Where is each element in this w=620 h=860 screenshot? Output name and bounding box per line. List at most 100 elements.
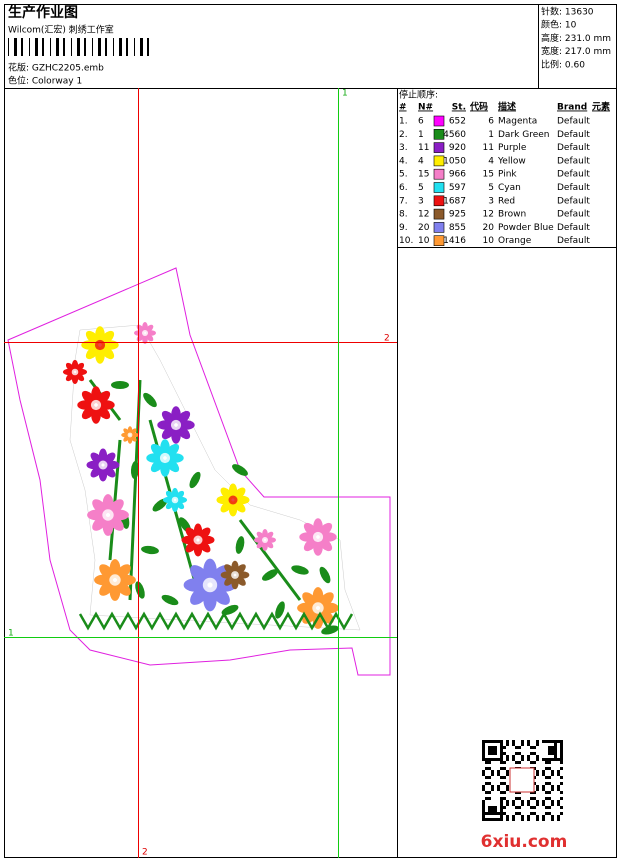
colorway: 色位: Colorway 1: [8, 75, 82, 87]
qr-cell: [494, 752, 497, 755]
color-swatch: [433, 182, 445, 193]
needle: 12: [418, 210, 429, 220]
qr-cell: [488, 761, 491, 764]
bar: [98, 38, 101, 56]
qr-cell: [548, 797, 551, 800]
petal: [100, 345, 115, 360]
leaf: [135, 581, 145, 599]
needle: 1: [418, 130, 424, 140]
qr-cell: [500, 749, 503, 752]
qr-cell: [494, 749, 497, 752]
qr-cell: [542, 785, 545, 788]
bar: [147, 38, 149, 56]
qr-cell: [491, 809, 494, 812]
qr-cell: [551, 746, 554, 749]
qr-cell: [557, 800, 560, 803]
qr-cell: [491, 749, 494, 752]
qr-cell: [560, 755, 563, 758]
qr-cell: [548, 749, 551, 752]
qr-cell: [551, 758, 554, 761]
description: Cyan: [498, 183, 521, 193]
qr-cell: [548, 752, 551, 755]
petal: [81, 405, 96, 420]
flower-center: [171, 496, 179, 504]
bar: [29, 38, 30, 56]
color-swatch: [433, 129, 445, 140]
leaf: [161, 594, 179, 606]
leaf: [319, 566, 331, 584]
leaf: [221, 604, 239, 616]
qr-cell: [488, 746, 491, 749]
petal: [256, 540, 265, 549]
petal: [318, 537, 333, 552]
petal: [90, 452, 103, 465]
qr-cell: [485, 797, 488, 800]
page-border: [4, 4, 617, 858]
qr-cell: [500, 782, 503, 785]
color-swatch: [433, 235, 445, 246]
qr-cell: [497, 773, 500, 776]
qr-cell: [545, 812, 548, 815]
qr-cell: [503, 776, 506, 779]
brand: Default: [557, 156, 590, 166]
qr-cell: [494, 806, 497, 809]
qr-cell: [503, 791, 506, 794]
flower-center: [312, 602, 324, 614]
qr-cell: [482, 740, 485, 743]
qr-cell: [542, 788, 545, 791]
leaf: [130, 461, 140, 479]
petal: [224, 575, 235, 586]
petal: [85, 330, 100, 345]
qr-cell: [497, 812, 500, 815]
brand: Default: [557, 210, 590, 220]
qr-cell: [521, 803, 524, 806]
bar: [35, 38, 38, 56]
qr-cell: [551, 785, 554, 788]
qr-cell: [548, 758, 551, 761]
qr-cell: [545, 740, 548, 743]
brand: Default: [557, 117, 590, 127]
petal: [190, 585, 210, 605]
qr-cell: [557, 818, 560, 821]
qr-cell: [500, 767, 503, 770]
qr-cell: [491, 740, 494, 743]
qr-cell: [494, 809, 497, 812]
row-index: 7.: [399, 196, 408, 206]
petal: [103, 452, 116, 465]
qr-cell: [557, 740, 560, 743]
qr-cell: [503, 812, 506, 815]
qr-cell: [554, 758, 557, 761]
qr-cell: [560, 782, 563, 785]
petal: [150, 458, 165, 473]
qr-cell: [503, 806, 506, 809]
qr-cell: [521, 740, 524, 743]
petal: [303, 522, 318, 537]
flower-center: [71, 368, 79, 376]
qr-cell: [488, 818, 491, 821]
code: 20: [483, 223, 495, 233]
stitches: 1687: [443, 196, 466, 206]
qr-cell: [557, 788, 560, 791]
qr-cell: [527, 818, 530, 821]
code: 1: [488, 130, 494, 140]
qr-cell: [536, 758, 539, 761]
petal: [85, 345, 100, 360]
qr-cell: [527, 755, 530, 758]
row-index: 1.: [399, 117, 408, 127]
petal: [190, 565, 210, 585]
qr-cell: [512, 803, 515, 806]
leaf: [111, 381, 129, 389]
brand: Default: [557, 223, 590, 233]
qr-cell: [494, 740, 497, 743]
qr-cell: [542, 773, 545, 776]
bar: [126, 38, 128, 56]
code: 5: [488, 183, 494, 193]
qr-cell: [551, 818, 554, 821]
petal: [100, 330, 115, 345]
qr-cell: [500, 812, 503, 815]
qr-cell: [482, 806, 485, 809]
flower-center: [127, 432, 133, 438]
flower-center: [159, 452, 171, 464]
column-header: N#: [418, 103, 433, 113]
